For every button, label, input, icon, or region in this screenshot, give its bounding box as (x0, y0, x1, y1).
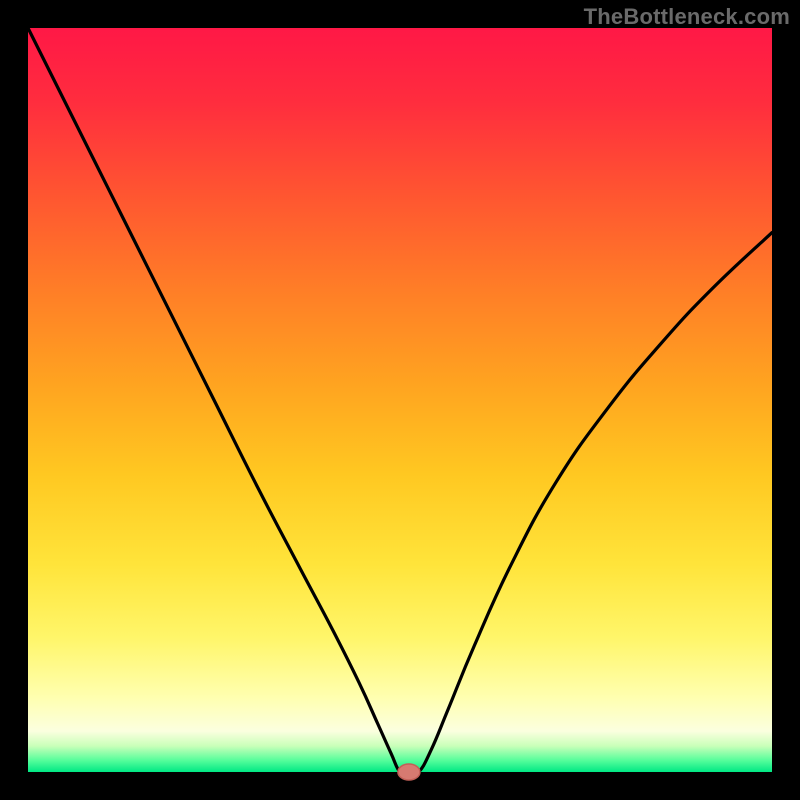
watermark-text: TheBottleneck.com (584, 4, 790, 30)
chart-stage: TheBottleneck.com (0, 0, 800, 800)
optimal-point-marker (398, 764, 420, 780)
bottleneck-chart (0, 0, 800, 800)
plot-gradient (28, 28, 772, 772)
